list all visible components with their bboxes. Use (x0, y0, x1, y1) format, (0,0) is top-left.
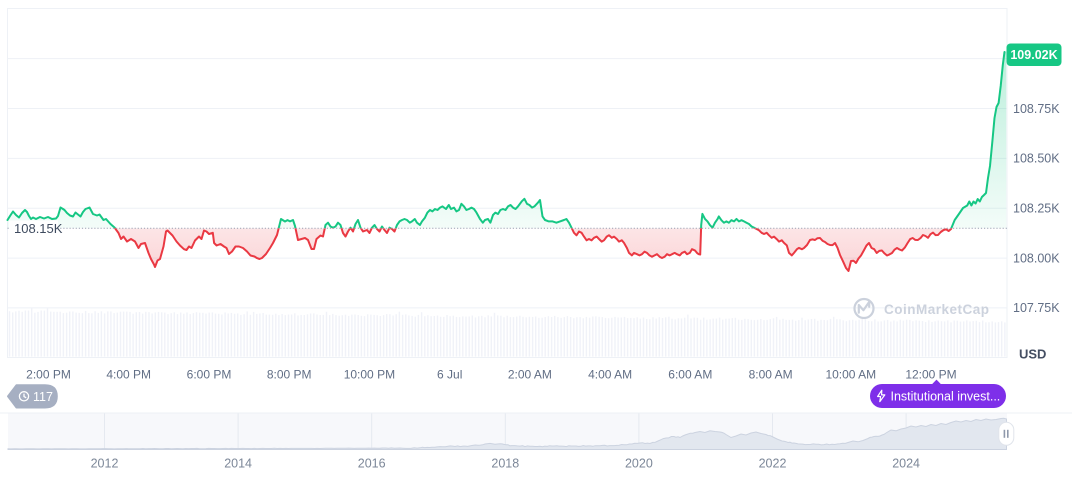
svg-text:2020: 2020 (625, 457, 653, 471)
svg-text:Institutional invest...: Institutional invest... (891, 390, 1001, 404)
svg-text:4:00 PM: 4:00 PM (106, 367, 151, 381)
svg-text:2024: 2024 (892, 457, 920, 471)
svg-text:108.50K: 108.50K (1013, 152, 1060, 166)
svg-text:2:00 AM: 2:00 AM (508, 367, 552, 381)
svg-text:107.75K: 107.75K (1013, 301, 1060, 315)
svg-text:2012: 2012 (91, 457, 119, 471)
svg-text:6 Jul: 6 Jul (437, 367, 462, 381)
svg-text:10:00 PM: 10:00 PM (344, 367, 395, 381)
svg-text:2022: 2022 (759, 457, 787, 471)
svg-text:108.15K: 108.15K (14, 221, 63, 236)
svg-text:8:00 PM: 8:00 PM (267, 367, 312, 381)
svg-text:117: 117 (33, 390, 53, 404)
svg-text:USD: USD (1019, 346, 1046, 361)
svg-text:CoinMarketCap: CoinMarketCap (884, 302, 990, 317)
svg-text:6:00 PM: 6:00 PM (187, 367, 232, 381)
svg-text:10:00 AM: 10:00 AM (825, 367, 876, 381)
svg-text:109.02K: 109.02K (1010, 48, 1057, 62)
svg-text:108.25K: 108.25K (1013, 202, 1060, 216)
svg-text:2016: 2016 (358, 457, 386, 471)
svg-text:8:00 AM: 8:00 AM (749, 367, 793, 381)
svg-text:6:00 AM: 6:00 AM (668, 367, 712, 381)
svg-text:4:00 AM: 4:00 AM (588, 367, 632, 381)
svg-text:12:00 PM: 12:00 PM (905, 367, 956, 381)
svg-text:108.75K: 108.75K (1013, 102, 1060, 116)
svg-text:2018: 2018 (491, 457, 519, 471)
svg-text:2:00 PM: 2:00 PM (26, 367, 71, 381)
svg-text:2014: 2014 (224, 457, 252, 471)
svg-text:108.00K: 108.00K (1013, 251, 1060, 265)
